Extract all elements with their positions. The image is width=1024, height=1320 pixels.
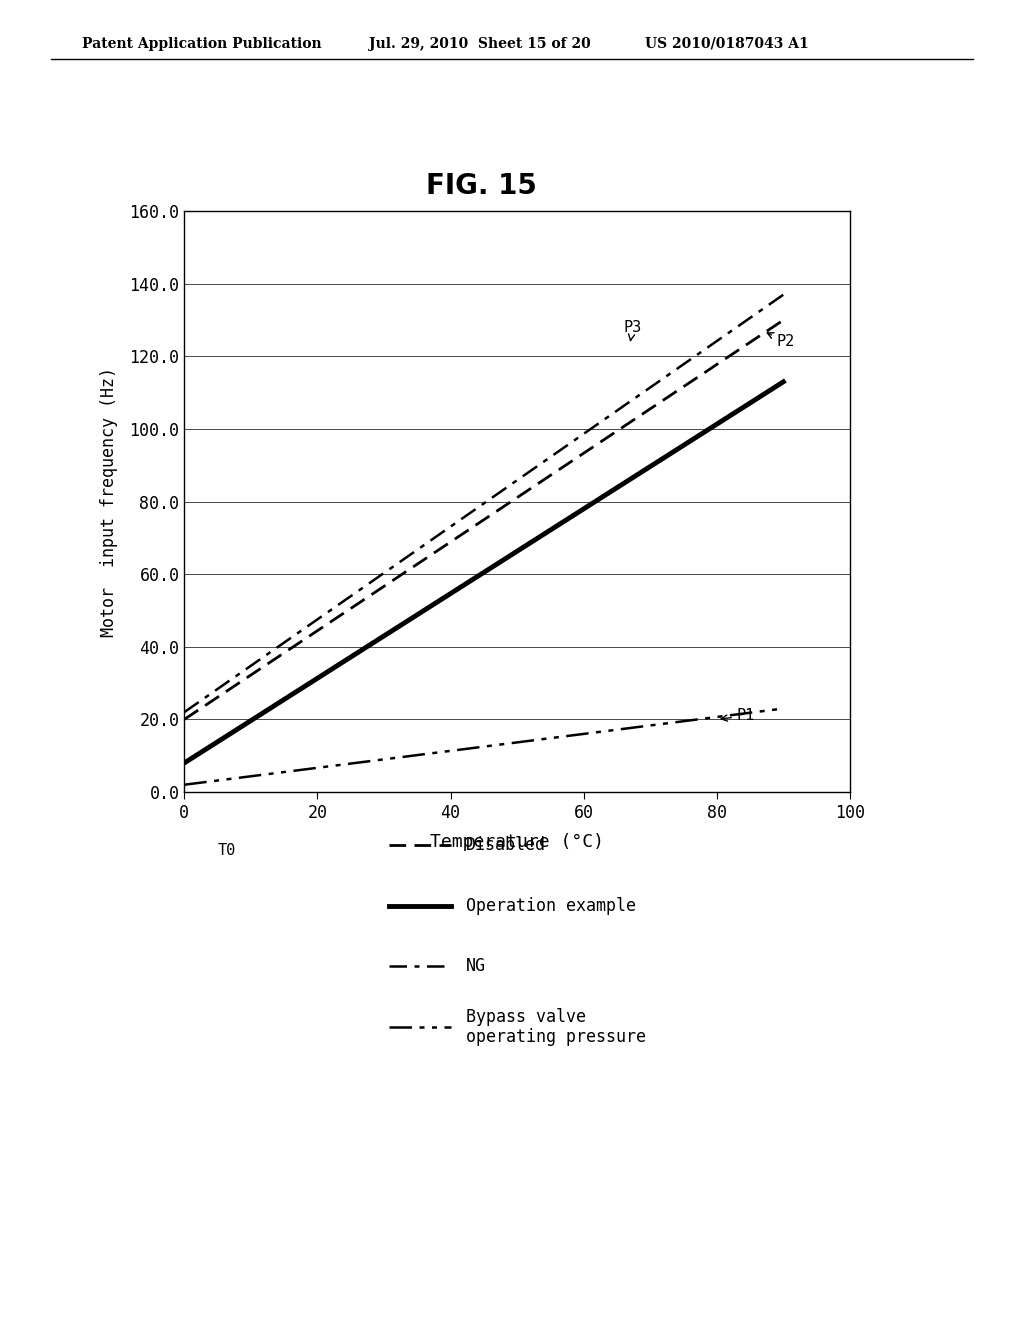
Text: P2: P2 — [767, 333, 795, 350]
Text: T0: T0 — [217, 843, 236, 858]
X-axis label: Temperature (°C): Temperature (°C) — [430, 833, 604, 851]
Text: FIG. 15: FIG. 15 — [426, 172, 537, 199]
Text: Disabled: Disabled — [466, 836, 546, 854]
Text: Bypass valve
operating pressure: Bypass valve operating pressure — [466, 1007, 646, 1047]
Text: Operation example: Operation example — [466, 896, 636, 915]
Text: P1: P1 — [721, 709, 755, 723]
Text: Patent Application Publication: Patent Application Publication — [82, 37, 322, 51]
Y-axis label: Motor  input frequency (Hz): Motor input frequency (Hz) — [100, 367, 119, 636]
Text: NG: NG — [466, 957, 486, 975]
Text: Jul. 29, 2010  Sheet 15 of 20: Jul. 29, 2010 Sheet 15 of 20 — [369, 37, 591, 51]
Text: US 2010/0187043 A1: US 2010/0187043 A1 — [645, 37, 809, 51]
Text: P3: P3 — [624, 319, 642, 341]
